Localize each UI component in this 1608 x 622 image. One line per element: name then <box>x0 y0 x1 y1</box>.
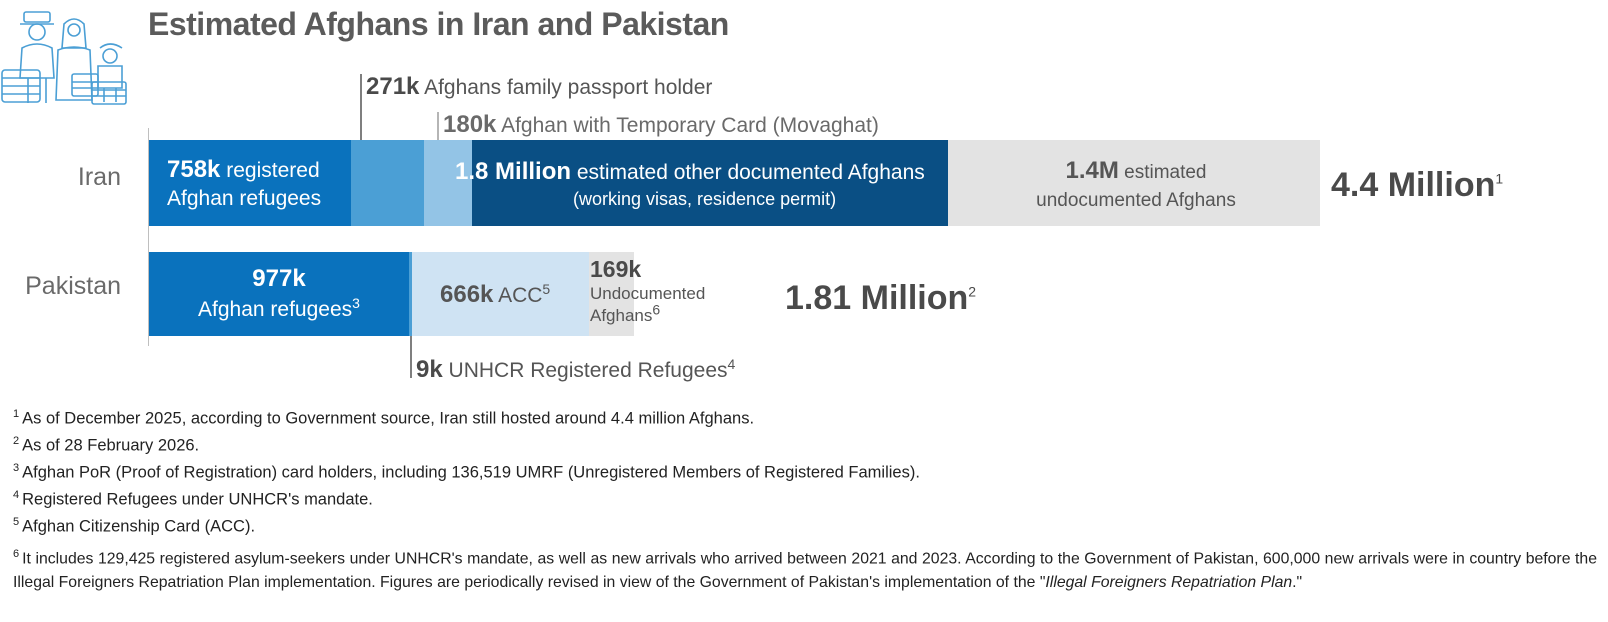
footnote-5: 5 Afghan Citizenship Card (ACC). <box>13 516 256 536</box>
bar-pakistan-undocumented <box>589 252 634 336</box>
category-label-iran: Iran <box>77 163 121 191</box>
total-pakistan: 1.81 Million2 <box>785 279 977 317</box>
callout-line-temporary-card <box>437 112 439 140</box>
label-pakistan-undocumented: 169k Undocumented Afghans6 <box>590 256 706 326</box>
footnote-3: 3 Afghan PoR (Proof of Registration) card… <box>13 462 920 482</box>
label-pakistan-acc: 666k ACC5 <box>440 281 551 308</box>
bar-iran-undocumented <box>948 140 1320 226</box>
total-iran: 4.4 Million1 <box>1331 166 1504 204</box>
callout-temporary-card: 180k Afghan with Temporary Card (Movagha… <box>443 111 879 138</box>
label-pakistan-afghan-refugees: 977k Afghan refugees3 <box>198 265 360 321</box>
bar-iran-registered-refugees <box>149 140 351 226</box>
category-axis-line <box>148 128 149 346</box>
bar-pakistan-afghan-refugees <box>149 252 409 336</box>
footnote-4: 4 Registered Refugees under UNHCR's manda… <box>13 489 373 509</box>
category-label-pakistan: Pakistan <box>25 272 121 300</box>
bar-iran-family-passport <box>351 140 424 226</box>
bar-pakistan-unhcr-registered <box>409 252 412 336</box>
callout-line-unhcr-registered <box>410 336 412 378</box>
callout-unhcr-registered: 9k UNHCR Registered Refugees4 <box>416 356 736 383</box>
bar-pakistan-acc <box>412 252 589 336</box>
callout-line-family-passport <box>360 74 362 140</box>
label-iran-other-documented: 1.8 Million estimated other documented A… <box>455 158 925 209</box>
label-iran-undocumented: 1.4M estimated undocumented Afghans <box>1036 157 1236 211</box>
bar-iran-temporary-card <box>424 140 472 226</box>
footnote-1: 1 As of December 2025, according to Gover… <box>13 408 755 428</box>
family-with-luggage-icon <box>1 11 127 105</box>
footnote-6: 6 It includes 129,425 registered asylum-s… <box>13 548 1597 592</box>
chart-title: Estimated Afghans in Iran and Pakistan <box>148 6 729 42</box>
label-iran-registered-refugees: 758k registered Afghan refugees <box>167 156 322 210</box>
bar-iran-other-documented <box>472 140 948 226</box>
callout-family-passport: 271k Afghans family passport holder <box>366 73 713 100</box>
footnote-2: 2 As of 28 February 2026. <box>13 435 200 455</box>
